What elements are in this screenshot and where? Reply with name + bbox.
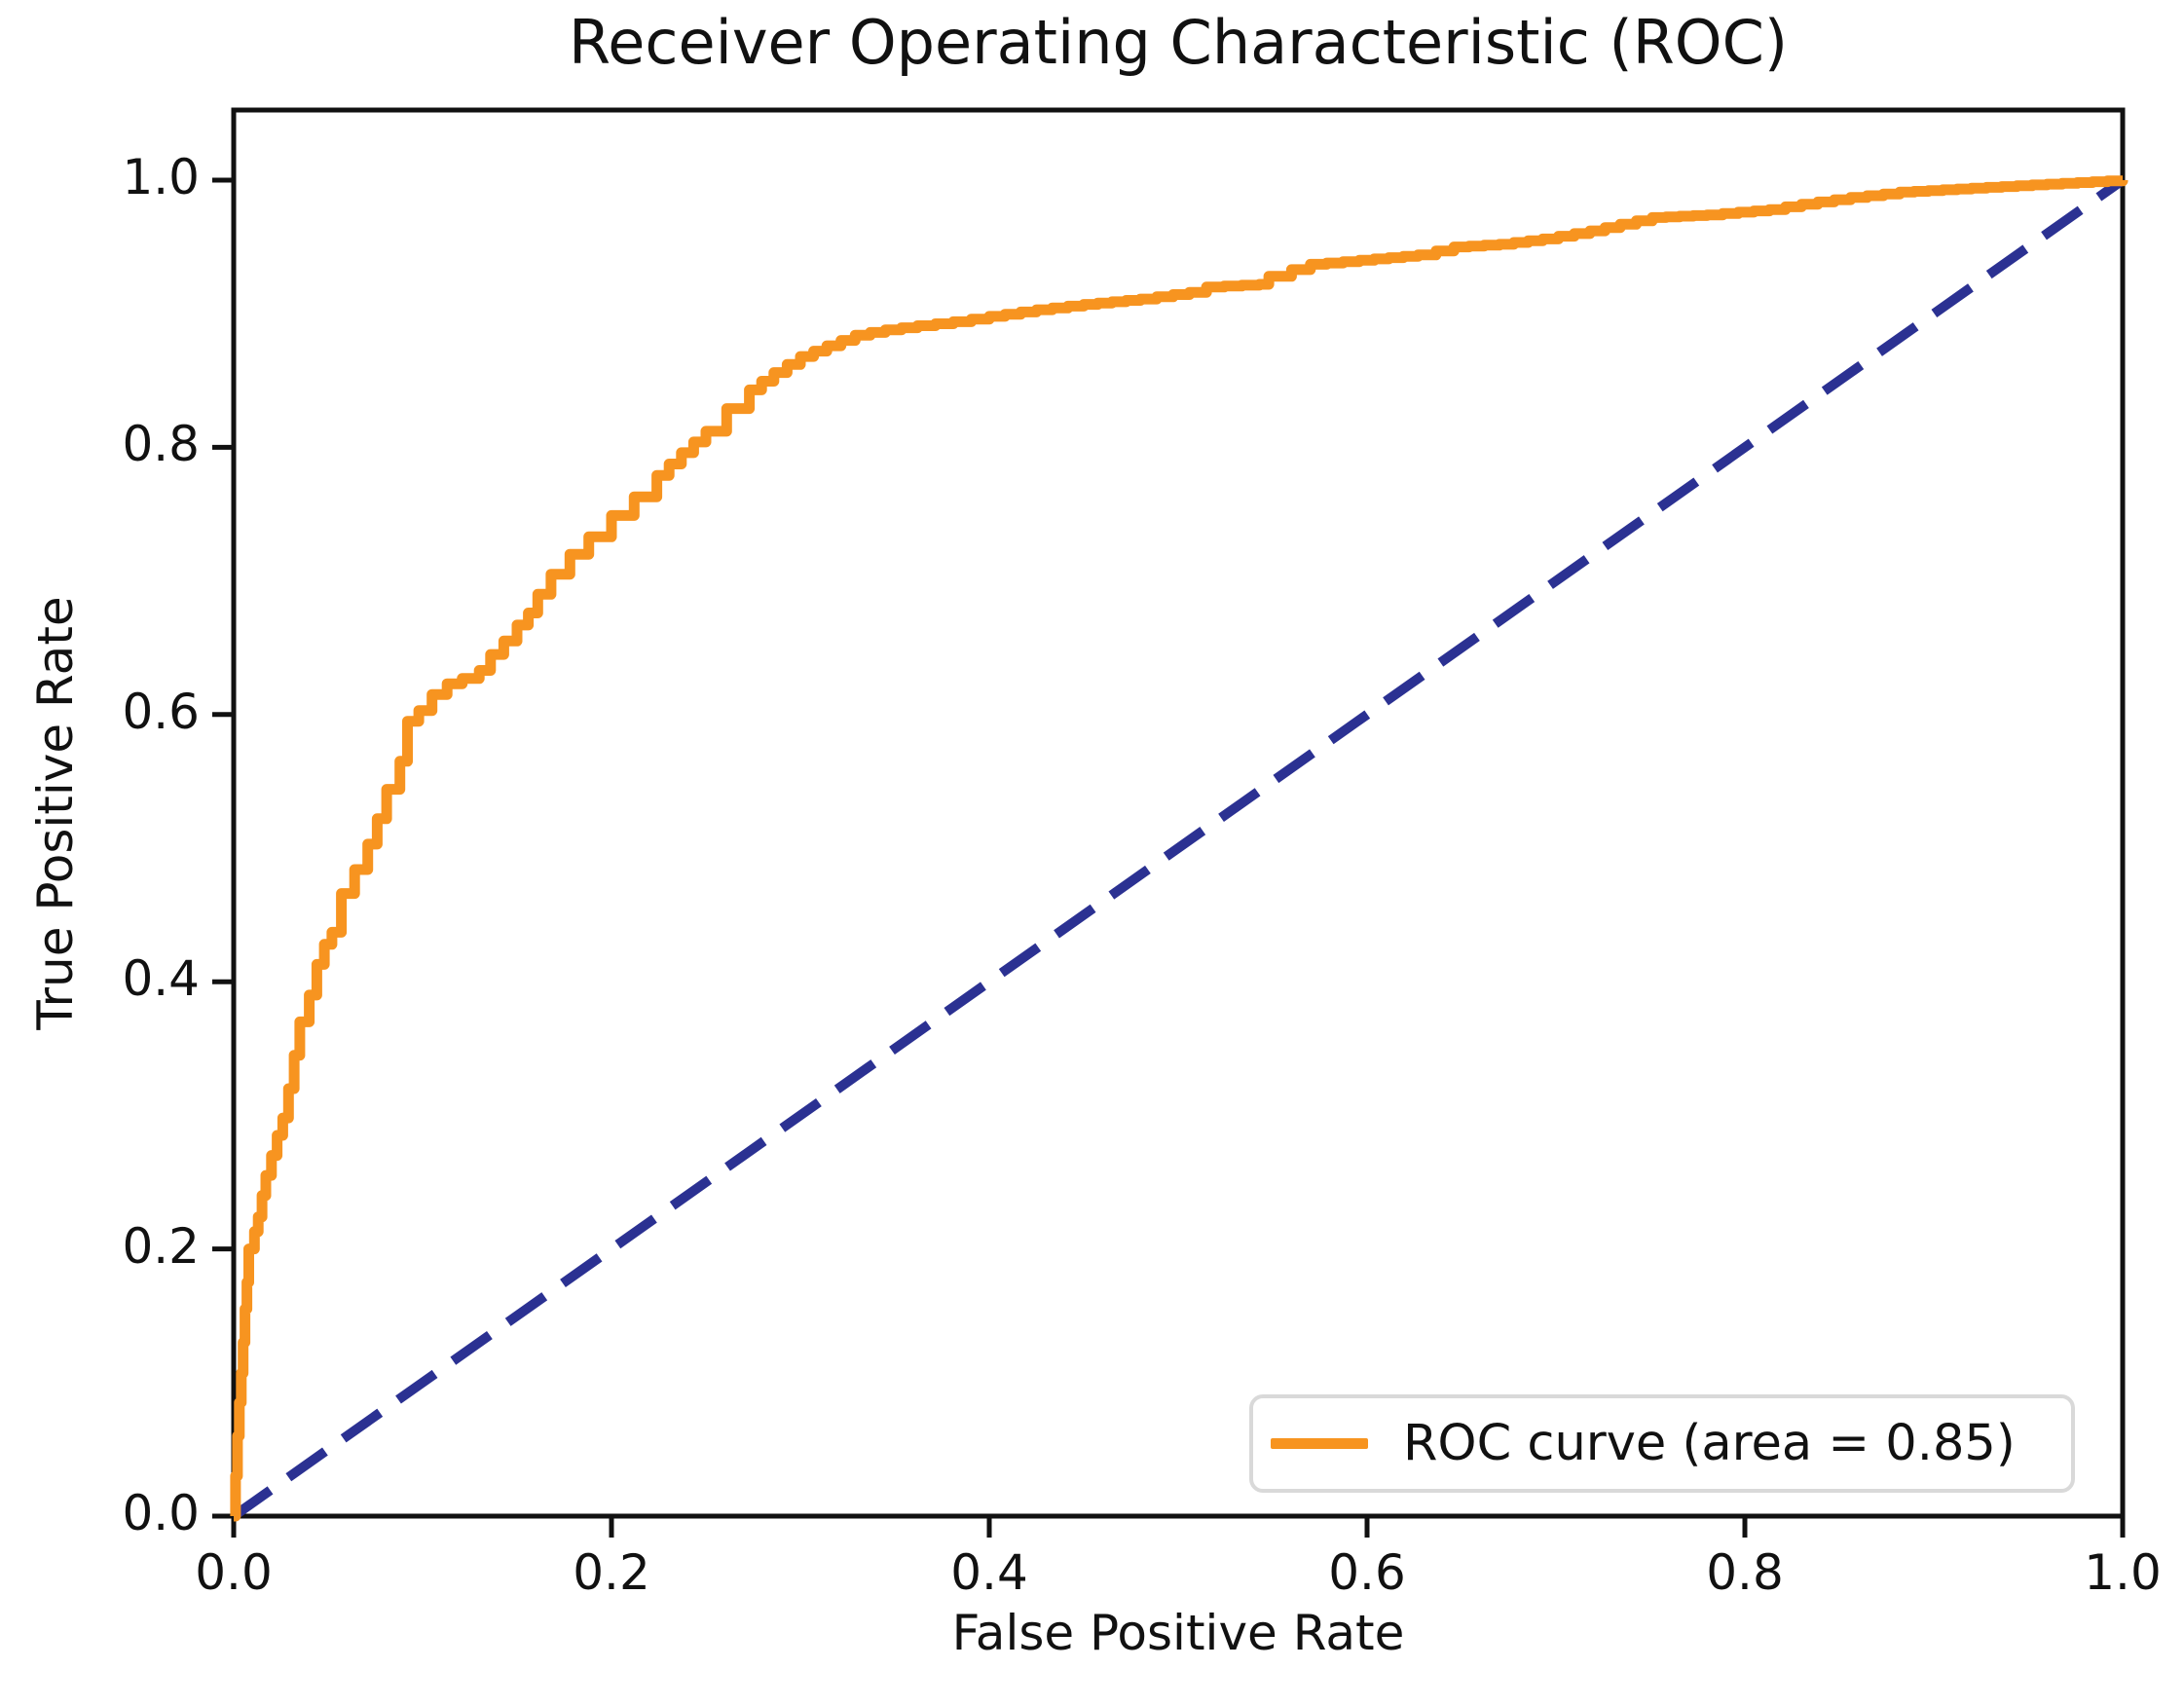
y-tick-label: 0.0 (122, 1485, 200, 1541)
roc-curve-legend-label: ROC curve (area = 0.85) (1403, 1415, 2016, 1472)
x-tick-label: 1.0 (2084, 1544, 2162, 1601)
chance-diagonal-line (231, 175, 2126, 1521)
x-axis-label: False Positive Rate (951, 1605, 1405, 1661)
y-tick-label: 0.6 (122, 683, 200, 740)
x-tick-label: 0.8 (1706, 1544, 1784, 1601)
y-tick-label: 0.2 (122, 1217, 200, 1275)
y-tick-label: 0.8 (122, 416, 200, 473)
y-tick-label: 0.4 (122, 950, 200, 1008)
x-tick-label: 0.4 (950, 1544, 1028, 1601)
roc-curve-legend-swatch (1271, 1438, 1368, 1449)
x-tick-label: 0.2 (573, 1544, 650, 1601)
chart-title: Receiver Operating Characteristic (ROC) (568, 7, 1789, 78)
x-tick-label: 0.6 (1328, 1544, 1406, 1601)
roc-curve-path (230, 175, 2128, 1522)
x-tick-label: 0.0 (195, 1544, 273, 1601)
y-tick-label: 1.0 (122, 149, 200, 205)
legend: ROC curve (area = 0.85) (1249, 1394, 2075, 1493)
axes-frame (231, 107, 2126, 1519)
